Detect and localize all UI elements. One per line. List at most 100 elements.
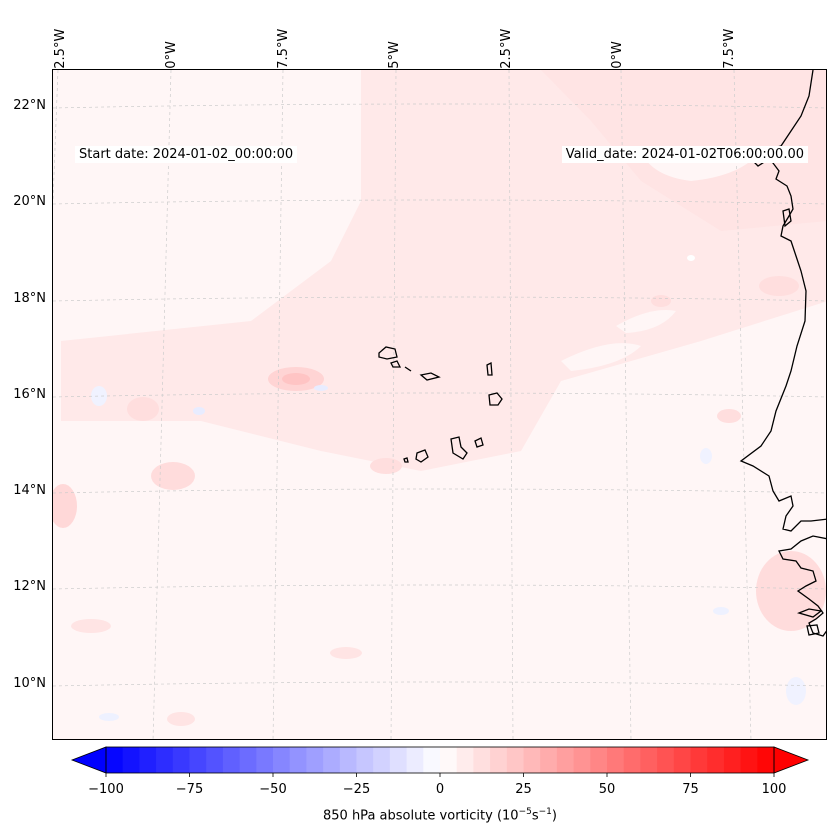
- colorbar-segment: [373, 747, 391, 773]
- negative-vorticity: [786, 677, 806, 705]
- boa-vista-island: [488, 392, 503, 406]
- colorbar-segment: [106, 747, 124, 773]
- colorbar-tick-label: 50: [598, 782, 616, 797]
- brava-island: [403, 457, 409, 463]
- negative-vorticity: [314, 385, 328, 391]
- colorbar-segment: [540, 747, 558, 773]
- negative-vorticity: [193, 407, 205, 415]
- lat-label: 16°N: [13, 387, 46, 402]
- colorbar-tick-marks: [105, 773, 775, 777]
- parallel-line: [53, 681, 826, 687]
- meridian-line: [272, 70, 284, 739]
- colorbar-tick-label: −75: [175, 782, 204, 797]
- low-vorticity-pocket: [616, 310, 676, 333]
- santo-antao-island: [378, 346, 398, 360]
- meridian-line: [390, 70, 397, 739]
- colorbar-segment: [456, 747, 474, 773]
- santa-luzia-island: [404, 366, 412, 372]
- maio-island: [474, 437, 484, 448]
- negative-vorticity: [713, 607, 729, 615]
- valid-date-label: Valid_date: 2024-01-02T06:00:00.00: [561, 146, 808, 163]
- fogo-island: [415, 449, 429, 463]
- vorticity-max: [651, 295, 671, 307]
- colorbar-segment: [523, 747, 541, 773]
- start-date-label: Start date: 2024-01-02_00:00:00: [75, 146, 298, 163]
- colorbar-segment: [273, 747, 291, 773]
- colorbar-segment: [440, 747, 458, 773]
- colorbar-segment: [239, 747, 257, 773]
- colorbar: [70, 746, 810, 777]
- colorbar-segment: [306, 747, 324, 773]
- colorbar-segment: [490, 747, 508, 773]
- lat-label: 12°N: [13, 579, 46, 594]
- lat-label: 18°N: [13, 291, 46, 306]
- vorticity-max: [330, 647, 362, 659]
- bijagos-island: [806, 624, 820, 636]
- colorbar-segment: [206, 747, 224, 773]
- sao-vicente-island: [390, 360, 402, 368]
- colorbar-segment: [356, 747, 374, 773]
- colorbar-tick-label: 75: [682, 782, 699, 797]
- parallel-line: [53, 103, 826, 109]
- colorbar-tick-label: 0: [435, 782, 445, 797]
- map-panel: Start date: 2024-01-02_00:00:00 Valid_da…: [52, 69, 827, 740]
- colorbar-tick-label: 100: [761, 782, 787, 797]
- colorbar-segment: [707, 747, 725, 773]
- vorticity-max-core: [282, 373, 310, 385]
- lat-label: 20°N: [13, 194, 46, 209]
- parallel-line: [53, 584, 826, 590]
- vorticity-max: [717, 409, 741, 423]
- colorbar-segment: [122, 747, 140, 773]
- parallel-line: [53, 488, 826, 494]
- low-vorticity-pocket: [561, 343, 641, 371]
- colorbar-segment: [222, 747, 241, 773]
- bijagos-island: [796, 608, 823, 618]
- graticule: [53, 70, 826, 739]
- negative-vorticity: [91, 386, 107, 406]
- colorbar-segment: [156, 747, 174, 773]
- parallel-line: [53, 392, 826, 398]
- colorbar-segment: [189, 747, 207, 773]
- vorticity-max: [127, 397, 159, 421]
- colorbar-segment: [607, 747, 625, 773]
- coastline: [739, 70, 826, 637]
- santiago-island: [450, 436, 468, 460]
- colorbar-segment: [323, 747, 341, 773]
- negative-vorticity: [99, 713, 119, 721]
- colorbar-extend-low: [70, 746, 107, 774]
- lat-label: 14°N: [13, 483, 46, 498]
- lat-label: 10°N: [13, 676, 46, 691]
- colorbar-segment: [406, 747, 424, 773]
- vorticity-map: [53, 70, 826, 739]
- colorbar-segment: [423, 747, 441, 773]
- meridian-line: [508, 70, 514, 739]
- colorbar-label: 850 hPa absolute vorticity (10−5s−1): [323, 807, 557, 824]
- vorticity-max: [167, 712, 195, 726]
- colorbar-segment: [757, 747, 775, 773]
- colorbar-segment: [289, 747, 307, 773]
- parallel-line: [53, 199, 826, 205]
- colorbar-segment: [690, 747, 708, 773]
- colorbar-segment: [573, 747, 591, 773]
- colorbar-segments: [106, 747, 775, 773]
- guinea-coast: [778, 535, 826, 637]
- colorbar-segment: [473, 747, 491, 773]
- parallel-line: [53, 296, 826, 302]
- colorbar-tick-label: −100: [88, 782, 124, 797]
- vorticity-max: [151, 462, 195, 490]
- cape-verde-islands: [378, 346, 503, 463]
- colorbar-segment: [657, 747, 675, 773]
- meridian-line: [620, 70, 632, 739]
- colorbar-segment: [556, 747, 575, 773]
- colorbar-segment: [740, 747, 758, 773]
- colorbar-tick-label: −50: [259, 782, 287, 797]
- vorticity-max: [370, 458, 402, 474]
- west-africa-coast: [739, 70, 826, 532]
- vorticity-max: [759, 276, 799, 296]
- lat-label: 22°N: [13, 98, 46, 113]
- sao-nicolau-island: [419, 372, 441, 381]
- colorbar-segment: [640, 747, 658, 773]
- colorbar-segment: [339, 747, 357, 773]
- negative-vorticity: [700, 448, 712, 464]
